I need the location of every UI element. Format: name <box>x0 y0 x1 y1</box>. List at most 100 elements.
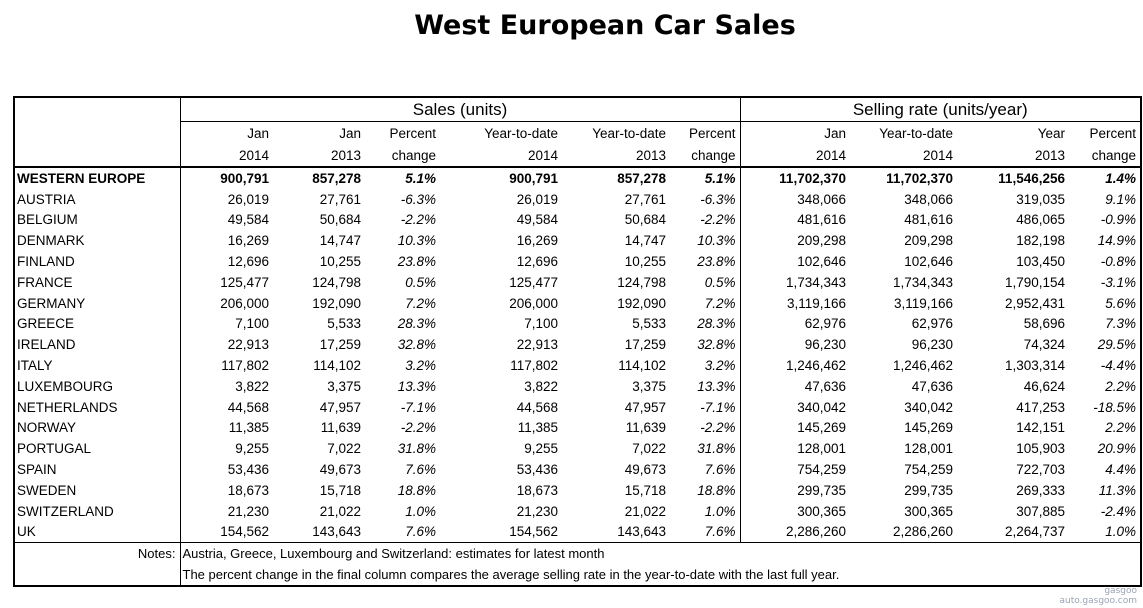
value-cell: 307,885 <box>1016 503 1065 519</box>
value-cell: 114,102 <box>313 358 361 374</box>
value-cell: 53,436 <box>227 462 269 478</box>
percent-cell: -0.8% <box>1069 251 1142 272</box>
percent-cell: 3.2% <box>670 355 741 376</box>
table-body: WESTERN EUROPE 900,791 857,278 5.1% 900,791 8… <box>13 167 1142 543</box>
value-cell: 124,798 <box>312 274 361 290</box>
value-cell: 14,747 <box>319 233 361 249</box>
value-cell: 340,042 <box>904 399 953 415</box>
percent-cell: 29.5% <box>1069 334 1142 356</box>
value-cell: 2,286,260 <box>892 524 953 540</box>
value-cell: 9,255 <box>524 441 558 457</box>
table-row: DENMARK 16,269 14,747 10.3% 16,269 14,747 10.3… <box>13 230 1142 252</box>
value-cell: 1,734,343 <box>892 274 953 290</box>
country-cell: BELGIUM <box>13 209 181 231</box>
value-cell: 209,298 <box>904 233 953 249</box>
percent-cell: 1.0% <box>1069 521 1142 543</box>
value-cell: 143,643 <box>312 524 361 540</box>
value-cell: 1,734,343 <box>785 274 846 290</box>
value-cell: 49,584 <box>227 212 269 228</box>
table-row: SWEDEN 18,673 15,718 18.8% 18,673 15,718 18.8%… <box>13 479 1142 501</box>
watermark-brand: gasgoo <box>1104 586 1137 596</box>
percent-cell: -2.4% <box>1069 500 1142 522</box>
percent-cell: -2.2% <box>400 420 436 436</box>
value-cell: 340,042 <box>797 399 846 415</box>
percent-cell: 7.2% <box>670 292 741 314</box>
percent-cell: 7.6% <box>670 521 741 543</box>
country-cell: DENMARK <box>13 230 181 252</box>
percent-cell: -4.4% <box>1069 355 1142 376</box>
value-cell: 18,673 <box>227 482 269 498</box>
value-cell: 145,269 <box>904 420 953 436</box>
percent-cell: 5.1% <box>670 167 741 189</box>
percent-cell: 3.2% <box>405 358 436 374</box>
table-row: ITALY 117,802 114,102 3.2% 117,802 114,102 3.2… <box>13 355 1142 376</box>
value-cell: 21,230 <box>516 503 558 519</box>
notes-row-1: Notes: Austria, Greece, Luxembourg and S… <box>13 542 1142 565</box>
value-cell: 7,022 <box>327 441 361 457</box>
table-row: NETHERLANDS 44,568 47,957 -7.1% 44,568 47,957… <box>13 396 1142 418</box>
percent-cell: 7.6% <box>670 459 741 480</box>
notes-line-2: The percent change in the final column c… <box>179 564 1142 588</box>
value-cell: 58,696 <box>1023 316 1065 332</box>
country-cell: NETHERLANDS <box>13 396 181 418</box>
country-cell: SPAIN <box>13 459 181 480</box>
value-cell: 319,035 <box>1016 191 1065 207</box>
header-cell: 2014 <box>850 144 957 168</box>
table-row: LUXEMBOURG 3,822 3,375 13.3% 3,822 3,375 13.3%… <box>13 375 1142 397</box>
value-cell: 348,066 <box>904 191 953 207</box>
value-cell: 103,450 <box>1016 254 1065 270</box>
percent-cell: 31.8% <box>670 438 741 460</box>
value-cell: 22,913 <box>227 337 269 353</box>
value-cell: 49,584 <box>516 212 558 228</box>
country-cell: FRANCE <box>13 271 181 293</box>
header-cell: 2014 <box>440 144 562 168</box>
percent-cell: -0.9% <box>1069 209 1142 231</box>
notes-blank-cell <box>13 564 180 588</box>
value-cell: 26,019 <box>227 191 269 207</box>
value-cell: 857,278 <box>312 170 361 186</box>
country-cell: LUXEMBOURG <box>13 375 181 397</box>
percent-cell: 7.3% <box>1069 313 1142 335</box>
country-cell: UK <box>13 521 181 543</box>
percent-cell: -2.2% <box>400 212 436 228</box>
value-cell: 154,562 <box>509 524 558 540</box>
value-cell: 105,903 <box>1016 441 1065 457</box>
value-cell: 46,624 <box>1023 378 1065 394</box>
header-cell: Jan <box>339 125 361 141</box>
car-sales-table: Sales (units) Selling rate (units/year) … <box>13 96 1142 588</box>
percent-cell: 28.3% <box>670 313 741 335</box>
country-cell: SWEDEN <box>13 479 181 501</box>
value-cell: 21,022 <box>319 503 361 519</box>
percent-cell: 7.6% <box>405 462 436 478</box>
header-blank-cell <box>13 144 181 168</box>
percent-cell: 13.3% <box>397 378 436 394</box>
value-cell: 300,365 <box>904 503 953 519</box>
percent-cell: 11.3% <box>1069 479 1142 501</box>
table-row: NORWAY 11,385 11,639 -2.2% 11,385 11,639 -2.2%… <box>13 417 1142 439</box>
value-cell: 1,246,462 <box>785 358 846 374</box>
country-cell: FINLAND <box>13 251 181 272</box>
value-cell: 49,673 <box>319 462 361 478</box>
percent-cell: 7.6% <box>405 524 436 540</box>
value-cell: 49,673 <box>624 462 666 478</box>
percent-cell: -7.1% <box>400 399 436 415</box>
value-cell: 5,533 <box>327 316 361 332</box>
value-cell: 44,568 <box>516 399 558 415</box>
value-cell: 481,616 <box>904 212 953 228</box>
percent-cell: 31.8% <box>397 441 436 457</box>
value-cell: 11,546,256 <box>998 170 1065 186</box>
value-cell: 11,702,370 <box>886 170 953 186</box>
header-cell: 2013 <box>562 144 670 168</box>
value-cell: 102,646 <box>904 254 953 270</box>
value-cell: 27,761 <box>624 191 666 207</box>
percent-cell: 23.8% <box>397 254 436 270</box>
value-cell: 857,278 <box>617 170 666 186</box>
value-cell: 47,636 <box>911 378 953 394</box>
percent-cell: 1.0% <box>670 500 741 522</box>
percent-cell: 32.8% <box>670 334 741 356</box>
value-cell: 143,643 <box>617 524 666 540</box>
percent-cell: -18.5% <box>1069 396 1142 418</box>
percent-cell: 2.2% <box>1069 375 1142 397</box>
header-cell: Jan <box>824 125 846 141</box>
value-cell: 3,822 <box>524 378 558 394</box>
